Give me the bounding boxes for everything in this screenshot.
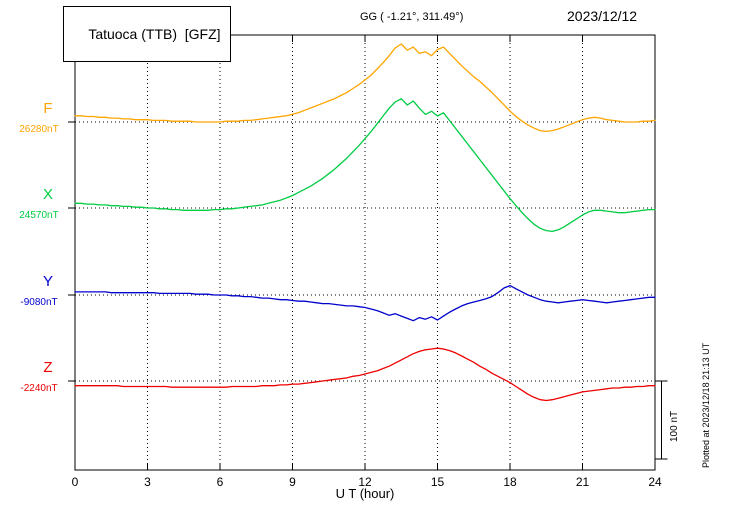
trace-name-Z: Z xyxy=(43,359,53,376)
plotted-at-label: Plotted at 2023/12/18 21:13 UT xyxy=(701,342,711,468)
x-axis-label: U T (hour) xyxy=(335,486,395,501)
x-tick-label: 12 xyxy=(358,475,372,489)
trace-name-X: X xyxy=(42,186,53,203)
geo-coordinates-label: GG ( -1.21°, 311.49°) xyxy=(360,11,464,23)
trace-baseline-value-X: 24570nT xyxy=(19,210,59,221)
x-tick-label: 3 xyxy=(144,475,151,489)
x-tick-label: 9 xyxy=(289,475,296,489)
x-tick-label: 18 xyxy=(503,475,517,489)
station-title: Tatuoca (TTB) [GFZ] xyxy=(88,26,221,42)
x-tick-label: 0 xyxy=(71,475,79,489)
scale-bar-label: 100 nT xyxy=(669,410,680,442)
x-tick-label: 24 xyxy=(648,475,662,489)
trace-baseline-value-F: 26280nT xyxy=(19,124,59,135)
x-tick-label: 15 xyxy=(430,475,445,489)
x-tick-label: 6 xyxy=(216,475,224,489)
x-tick-label: 21 xyxy=(575,475,590,489)
date-label: 2023/12/12 xyxy=(567,8,638,24)
trace-baseline-value-Y: -9080nT xyxy=(20,297,58,308)
trace-name-Y: Y xyxy=(42,273,53,290)
trace-baseline-value-Z: -2240nT xyxy=(20,383,58,394)
station-title-box: Tatuoca (TTB) [GFZ] xyxy=(63,6,231,62)
trace-name-F: F xyxy=(43,100,53,117)
